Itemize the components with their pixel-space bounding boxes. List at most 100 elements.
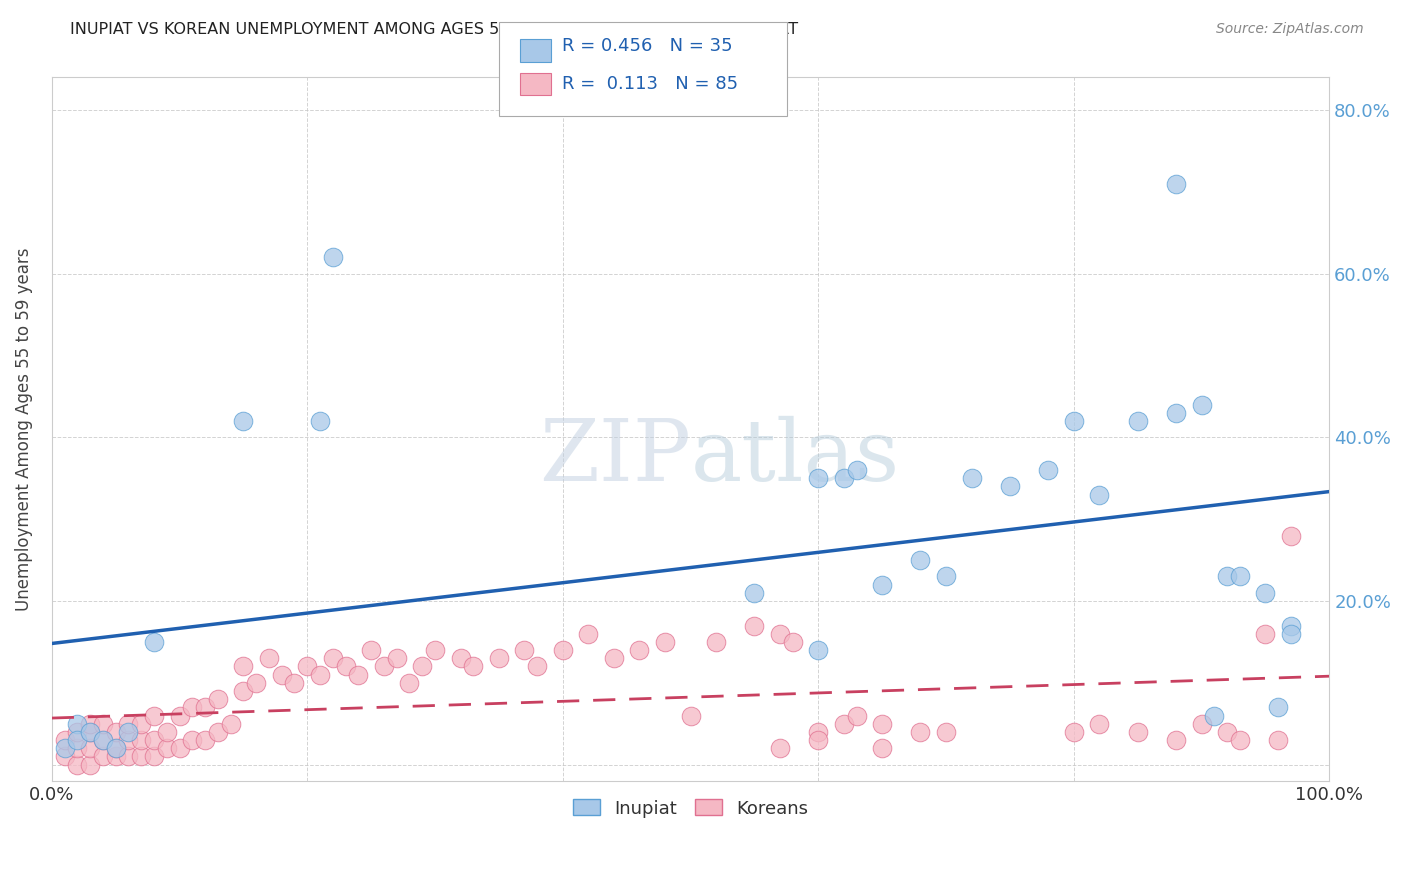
Point (104, 741, 127, 756)
Point (232, 414, 254, 428)
Point (679, 708, 702, 723)
Point (257, 651, 280, 665)
Point (385, 651, 408, 665)
Point (1164, 406, 1187, 420)
Point (398, 675, 420, 690)
Point (1164, 733, 1187, 747)
Point (309, 667, 332, 681)
Point (807, 725, 830, 739)
Point (79, 725, 101, 739)
Point (910, 725, 932, 739)
Point (1254, 626, 1277, 640)
Point (1191, 716, 1213, 731)
Point (169, 708, 191, 723)
Point (1279, 626, 1302, 640)
Point (1063, 414, 1085, 428)
Point (654, 635, 676, 649)
Point (1279, 528, 1302, 542)
Point (79, 741, 101, 756)
Point (1088, 716, 1111, 731)
Point (297, 659, 319, 673)
Point (156, 741, 179, 756)
Point (104, 725, 127, 739)
Point (998, 479, 1021, 493)
Point (142, 708, 165, 723)
Point (807, 643, 830, 657)
Point (142, 635, 165, 649)
Point (910, 553, 932, 567)
Point (1126, 725, 1149, 739)
Point (1191, 398, 1213, 412)
Point (129, 733, 152, 747)
Point (576, 626, 599, 640)
Point (104, 749, 127, 764)
Point (603, 651, 626, 665)
Point (91, 733, 114, 747)
Point (450, 651, 472, 665)
Point (1279, 618, 1302, 632)
Point (845, 708, 868, 723)
Point (117, 725, 139, 739)
Point (194, 700, 217, 714)
Point (360, 643, 382, 657)
Point (219, 716, 242, 731)
Point (232, 684, 254, 698)
Point (181, 733, 204, 747)
Point (156, 725, 179, 739)
Point (463, 659, 485, 673)
Point (53, 749, 76, 764)
Point (283, 675, 305, 690)
Point (232, 659, 254, 673)
Point (551, 643, 574, 657)
Point (1216, 725, 1239, 739)
Text: Source: ZipAtlas.com: Source: ZipAtlas.com (1216, 22, 1364, 37)
Point (1229, 733, 1251, 747)
Point (870, 716, 893, 731)
Point (769, 741, 792, 756)
Point (91, 749, 114, 764)
Point (66, 716, 89, 731)
Point (1038, 463, 1060, 477)
Point (270, 667, 292, 681)
Point (322, 651, 344, 665)
Point (117, 749, 139, 764)
Point (117, 716, 139, 731)
Text: R =  0.113   N = 85: R = 0.113 N = 85 (562, 75, 738, 93)
Point (832, 471, 855, 485)
Point (53, 733, 76, 747)
Point (245, 675, 267, 690)
Point (91, 733, 114, 747)
Point (807, 733, 830, 747)
Point (91, 716, 114, 731)
Point (1216, 569, 1239, 583)
Point (347, 667, 370, 681)
Point (129, 716, 152, 731)
Point (1204, 708, 1226, 723)
Point (628, 643, 651, 657)
Y-axis label: Unemployment Among Ages 55 to 59 years: Unemployment Among Ages 55 to 59 years (15, 247, 32, 611)
Point (960, 471, 983, 485)
Point (1126, 414, 1149, 428)
Point (79, 757, 101, 772)
Point (411, 659, 433, 673)
Point (373, 659, 395, 673)
Point (782, 635, 804, 649)
Point (1267, 700, 1289, 714)
Point (53, 741, 76, 756)
Point (129, 749, 152, 764)
Point (744, 586, 766, 600)
Text: atlas: atlas (690, 416, 900, 499)
Point (769, 626, 792, 640)
Point (142, 733, 165, 747)
Point (1267, 733, 1289, 747)
Point (1229, 569, 1251, 583)
Text: R = 0.456   N = 35: R = 0.456 N = 35 (562, 37, 733, 55)
Point (513, 643, 536, 657)
Point (832, 716, 855, 731)
Point (744, 618, 766, 632)
Point (488, 651, 510, 665)
Point (117, 733, 139, 747)
Point (142, 749, 165, 764)
Point (423, 643, 446, 657)
Point (807, 471, 830, 485)
